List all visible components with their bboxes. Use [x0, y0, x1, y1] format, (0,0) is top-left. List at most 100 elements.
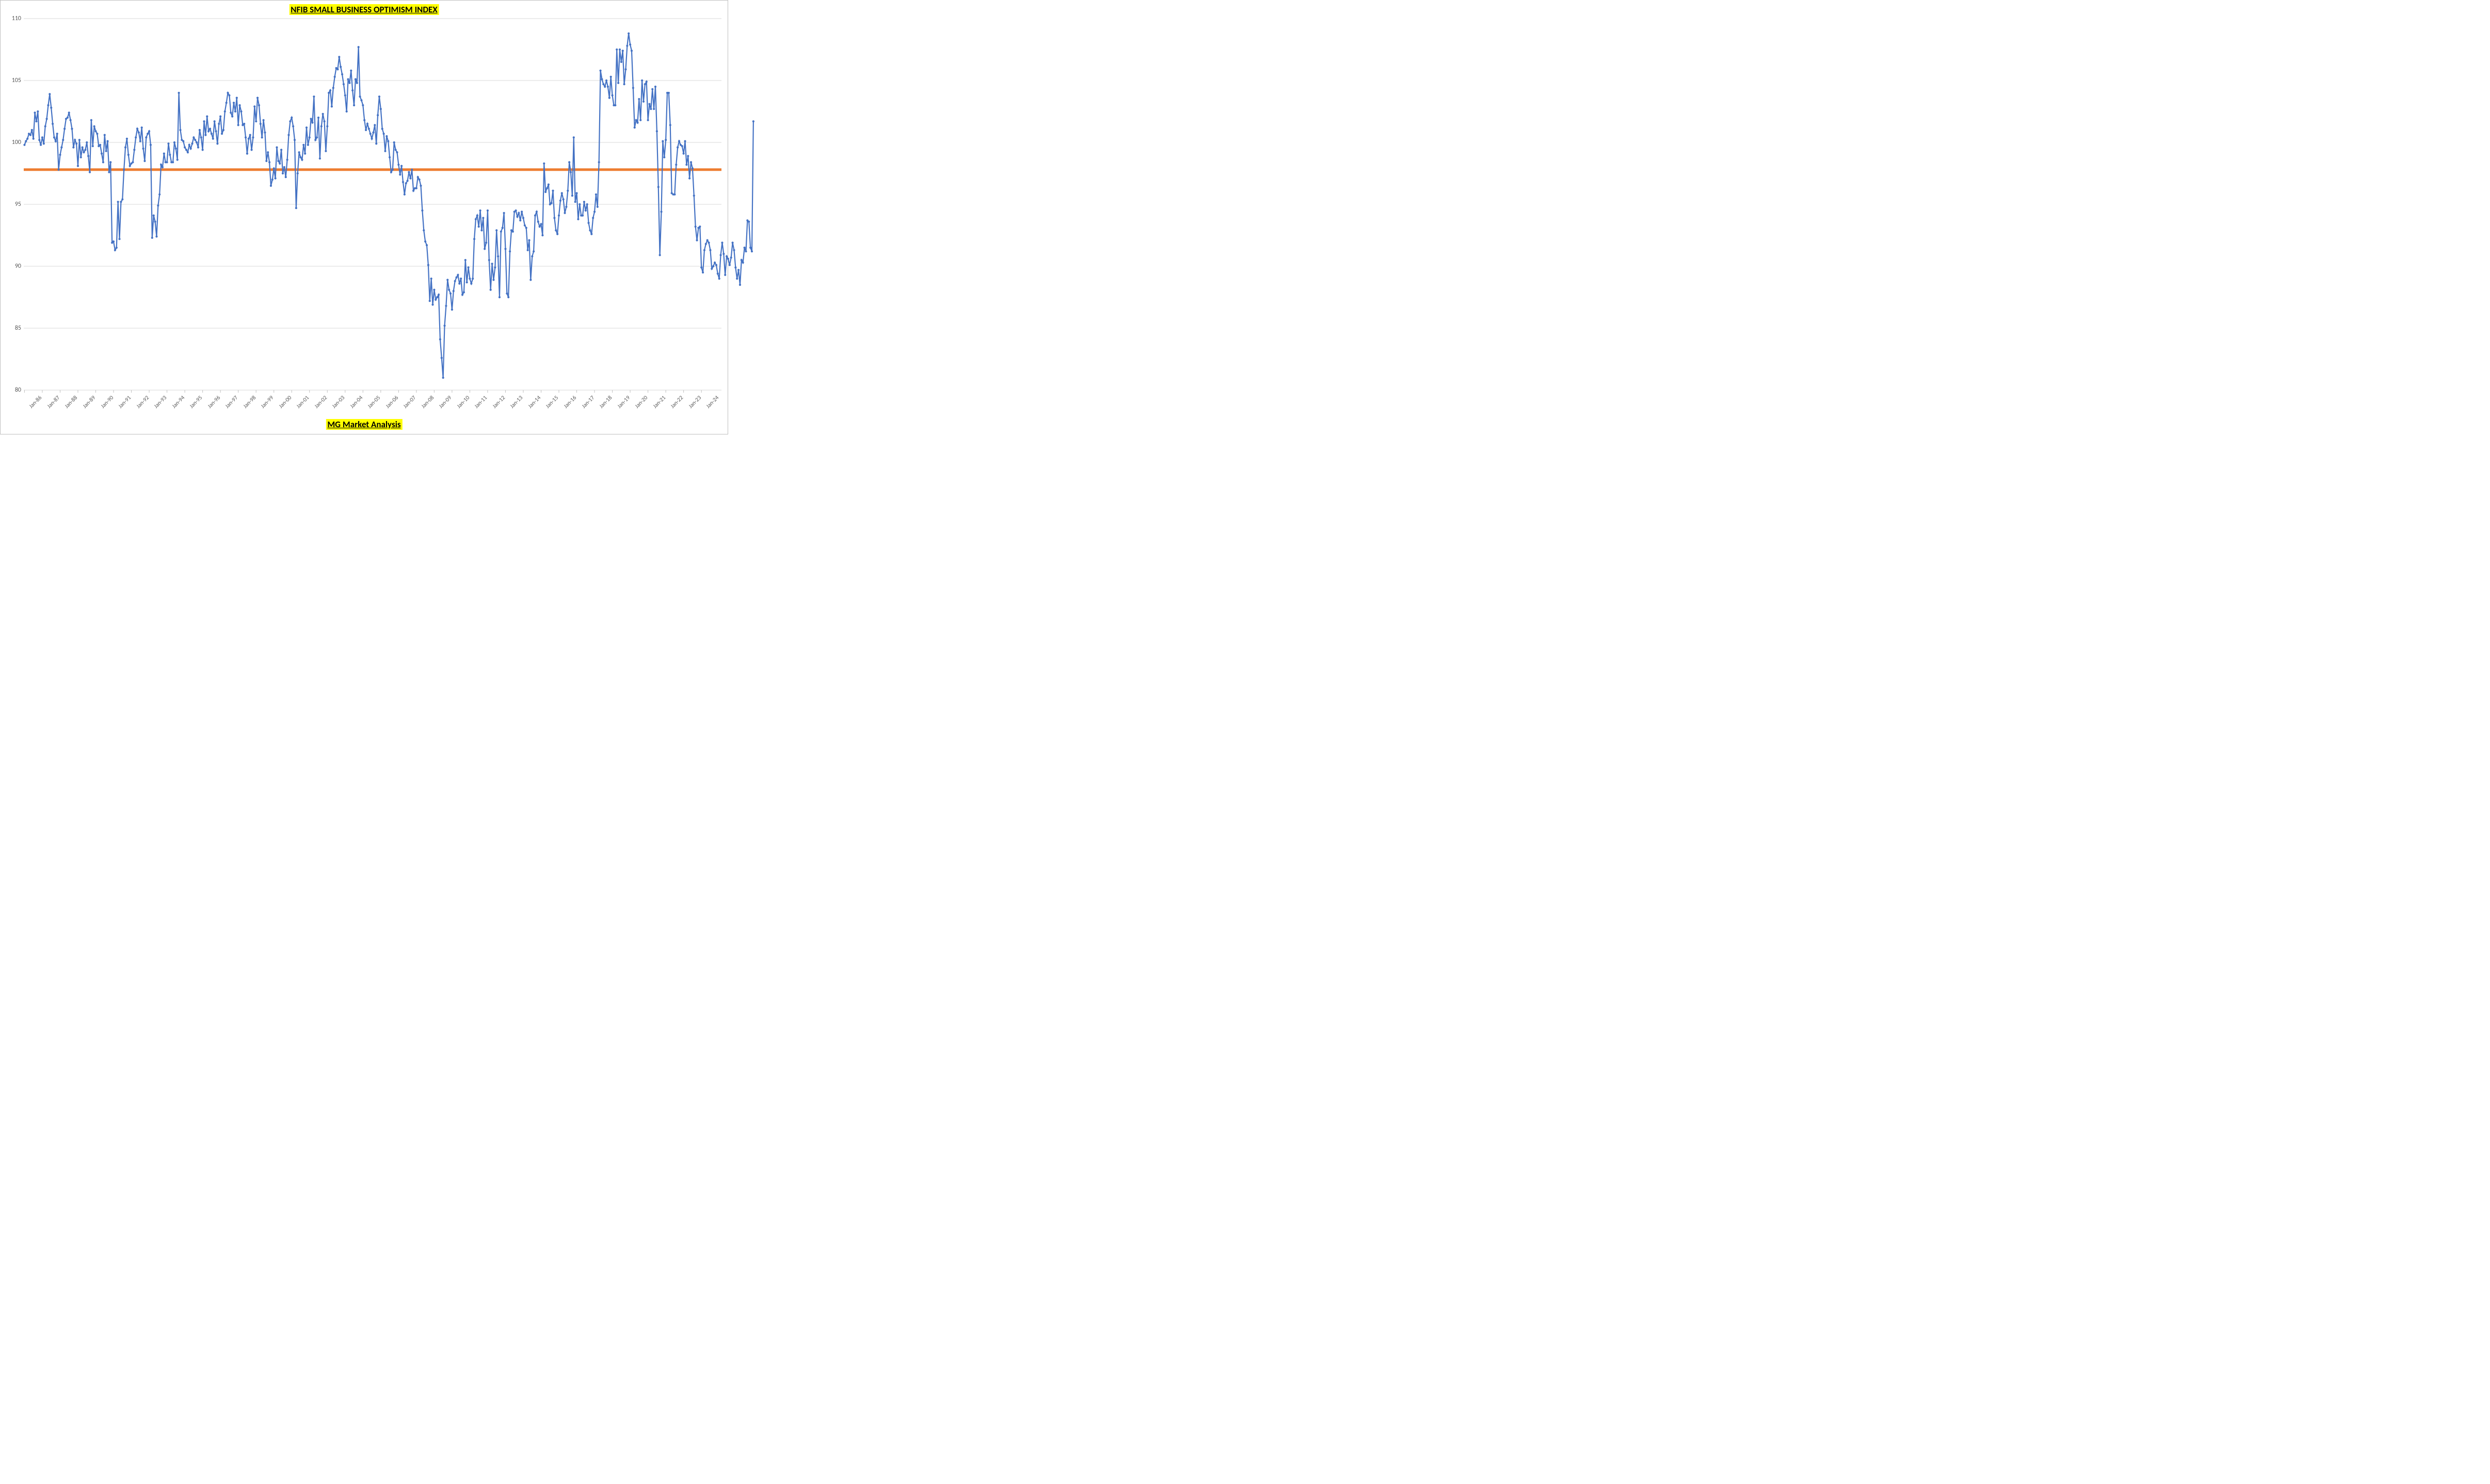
y-tick-label: 85 — [1, 325, 21, 332]
data-point-marker — [67, 117, 69, 119]
data-point-marker — [184, 147, 186, 149]
x-tick-label: Jan-02 — [313, 394, 328, 410]
data-point-marker — [595, 193, 597, 196]
data-point-marker — [402, 181, 404, 183]
data-point-marker — [571, 195, 573, 197]
data-point-marker — [453, 290, 455, 292]
data-point-marker — [351, 89, 354, 91]
x-tick-label: Jan-05 — [366, 394, 382, 410]
data-point-marker — [368, 128, 370, 130]
data-point-marker — [525, 227, 527, 229]
data-point-marker — [375, 142, 377, 144]
data-point-marker — [248, 138, 250, 140]
data-point-marker — [639, 119, 641, 121]
data-point-marker — [319, 157, 321, 159]
data-point-marker — [503, 212, 505, 214]
data-point-marker — [325, 150, 327, 152]
data-point-marker — [306, 126, 308, 128]
data-point-marker — [424, 240, 426, 243]
data-point-marker — [544, 191, 547, 193]
data-point-marker — [417, 176, 419, 178]
data-point-marker — [334, 76, 336, 78]
data-point-marker — [733, 249, 735, 251]
data-point-marker — [151, 237, 153, 239]
data-point-marker — [719, 254, 721, 256]
data-point-marker — [129, 165, 131, 167]
data-point-marker — [314, 139, 316, 141]
data-point-marker — [116, 247, 118, 249]
data-point-marker — [343, 83, 345, 85]
data-point-marker — [299, 156, 301, 158]
data-point-marker — [712, 265, 714, 267]
data-point-marker — [559, 200, 561, 202]
data-point-marker — [548, 184, 550, 186]
x-tick-label: Jan-11 — [473, 394, 489, 410]
data-point-marker — [579, 203, 581, 205]
chart-container: NFIB SMALL BUSINESS OPTIMISM INDEX 80859… — [0, 0, 728, 434]
data-point-marker — [291, 117, 293, 119]
data-point-marker — [43, 142, 45, 144]
data-point-marker — [660, 211, 662, 213]
data-point-marker — [96, 133, 98, 135]
data-point-marker — [23, 144, 25, 146]
data-point-marker — [166, 161, 168, 163]
data-point-marker — [430, 278, 432, 280]
data-point-marker — [706, 239, 709, 241]
data-point-marker — [407, 180, 409, 182]
data-point-marker — [200, 136, 202, 138]
data-point-marker — [702, 271, 704, 273]
data-point-marker — [564, 212, 566, 214]
data-point-marker — [92, 145, 94, 147]
data-point-marker — [271, 179, 274, 181]
data-point-marker — [593, 211, 596, 213]
data-point-marker — [268, 161, 270, 163]
data-point-marker — [93, 125, 95, 127]
data-point-marker — [372, 132, 374, 134]
data-point-marker — [463, 291, 465, 293]
data-point-marker — [226, 102, 228, 104]
x-tick-label: Jan-88 — [63, 394, 79, 410]
data-point-marker — [435, 299, 437, 301]
data-point-marker — [55, 140, 57, 142]
data-point-marker — [80, 156, 82, 158]
data-point-marker — [378, 95, 380, 98]
data-point-marker — [202, 149, 204, 151]
x-tick-label: Jan-89 — [82, 394, 97, 410]
data-point-marker — [237, 124, 239, 126]
data-point-marker — [258, 104, 260, 106]
data-point-marker — [616, 49, 618, 51]
data-point-marker — [191, 142, 193, 144]
data-point-marker — [521, 211, 523, 213]
data-point-marker — [574, 201, 576, 203]
data-point-marker — [605, 79, 607, 82]
data-point-marker — [632, 87, 634, 89]
data-point-marker — [209, 128, 211, 130]
data-point-marker — [45, 118, 47, 120]
data-point-marker — [599, 70, 601, 72]
data-point-marker — [558, 215, 560, 217]
chart-title: NFIB SMALL BUSINESS OPTIMISM INDEX — [289, 4, 439, 15]
data-point-marker — [214, 120, 216, 122]
data-point-marker — [169, 154, 171, 156]
data-point-marker — [377, 114, 379, 116]
data-point-marker — [261, 136, 263, 138]
data-point-marker — [234, 110, 236, 112]
data-point-marker — [624, 68, 626, 70]
data-point-marker — [182, 140, 184, 142]
data-point-marker — [216, 142, 218, 144]
data-point-marker — [714, 262, 716, 264]
data-point-marker — [715, 264, 717, 266]
data-point-marker — [541, 234, 543, 236]
data-point-marker — [736, 278, 738, 280]
data-point-marker — [77, 165, 79, 167]
data-point-marker — [570, 171, 572, 173]
data-point-marker — [121, 198, 123, 200]
data-point-marker — [246, 153, 248, 155]
data-point-marker — [568, 161, 570, 163]
data-point-marker — [482, 217, 484, 219]
x-tick-label: Jan-04 — [348, 394, 364, 410]
data-point-marker — [677, 147, 679, 149]
data-point-marker — [626, 45, 628, 47]
data-point-marker — [167, 142, 169, 144]
data-point-marker — [390, 171, 392, 173]
